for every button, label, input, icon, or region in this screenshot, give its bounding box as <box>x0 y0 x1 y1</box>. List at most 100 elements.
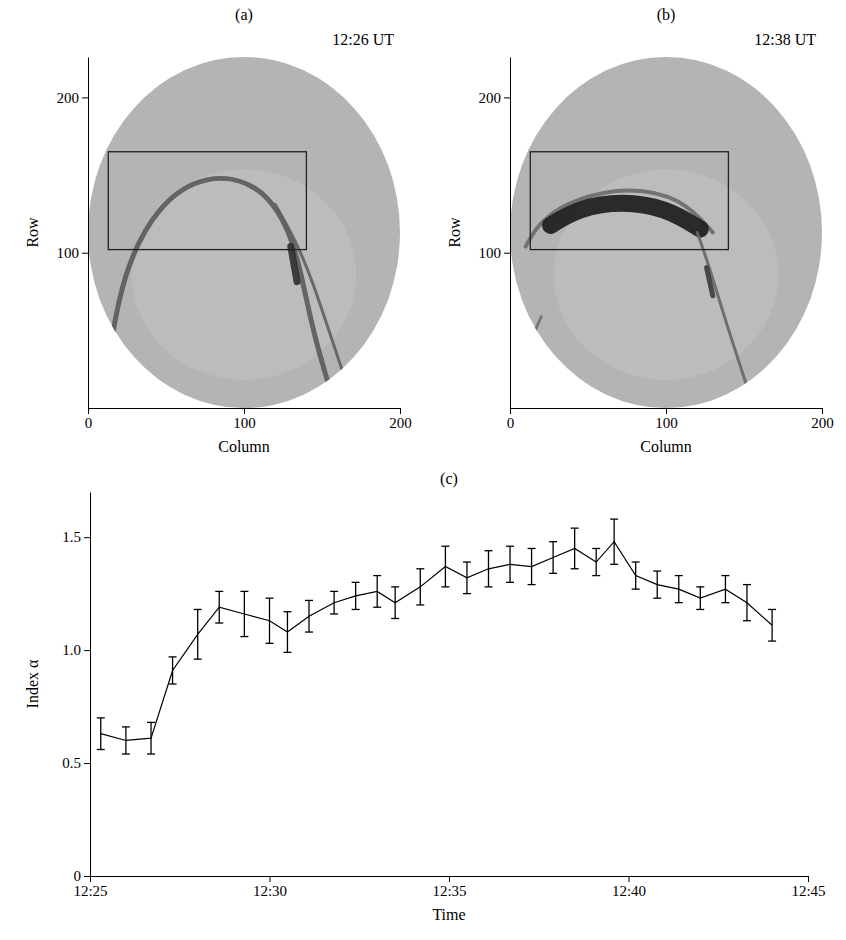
tick-mark <box>270 876 271 882</box>
error-bar-stem <box>219 591 220 623</box>
tick: 12:45 <box>791 876 825 899</box>
error-bar-stem <box>172 657 173 684</box>
tick-label: 12:45 <box>791 883 825 899</box>
image-background <box>88 57 400 408</box>
x-axis-title: Column <box>640 438 692 455</box>
tick-label: 12:30 <box>253 883 287 899</box>
error-bar-stem <box>269 598 270 643</box>
tick-mark <box>84 763 90 764</box>
error-bar-cap <box>463 593 471 594</box>
sky-image <box>88 57 400 408</box>
error-bar-cap <box>330 613 338 614</box>
region-box <box>530 152 728 250</box>
error-bar-cap <box>147 753 155 754</box>
error-bar <box>122 727 130 754</box>
tick-mark <box>82 97 88 98</box>
error-bar-cap <box>416 568 424 569</box>
tick-label: 100 <box>233 415 256 431</box>
error-bar-cap <box>283 652 291 653</box>
error-bar-stem <box>531 548 532 584</box>
tick-label: 200 <box>479 90 502 106</box>
y-axis-title: Row <box>446 217 463 248</box>
error-bar-cap <box>169 656 177 657</box>
tick-mark <box>84 876 90 877</box>
aurora-arc <box>522 317 541 366</box>
y-axis: 100200 <box>479 58 511 409</box>
tick-mark <box>90 876 91 882</box>
error-bar <box>549 542 557 574</box>
error-bar-cap <box>484 586 492 587</box>
error-bar-cap <box>653 570 661 571</box>
tick-mark <box>84 537 90 538</box>
error-bar-cap <box>721 602 729 603</box>
error-bar-cap <box>266 598 274 599</box>
tick: 100 <box>655 408 678 431</box>
error-bar <box>610 519 618 564</box>
tick-mark <box>629 876 630 882</box>
error-bar-cap <box>743 584 751 585</box>
data-line <box>101 542 772 741</box>
tick-label: 100 <box>655 415 678 431</box>
error-bar <box>330 591 338 614</box>
tick-label: 12:40 <box>612 883 646 899</box>
y-axis-title: Index α <box>24 659 41 708</box>
error-bar-cap <box>373 607 381 608</box>
panel-label: (c) <box>440 470 458 488</box>
error-bar-stem <box>771 609 772 641</box>
error-bar <box>169 657 177 684</box>
error-bar-stem <box>596 548 597 575</box>
error-bar-cap <box>549 541 557 542</box>
tick-mark <box>449 876 450 882</box>
error-bar-cap <box>194 609 202 610</box>
error-bar <box>721 576 729 603</box>
error-bar <box>283 612 291 653</box>
error-bar-stem <box>150 722 151 754</box>
y-axis: 00.51.01.5 <box>62 493 90 885</box>
error-bar-cap <box>240 591 248 592</box>
error-bar-cap <box>528 584 536 585</box>
tick: 12:30 <box>253 876 287 899</box>
error-bar-stem <box>244 591 245 636</box>
error-bar-stem <box>308 600 309 632</box>
y-axis: 100200 <box>57 58 89 409</box>
tick-mark <box>808 876 809 882</box>
error-bar-stem <box>552 542 553 574</box>
error-bar <box>373 576 381 608</box>
error-bar-cap <box>122 753 130 754</box>
error-bar-cap <box>506 546 514 547</box>
error-bar-cap <box>391 618 399 619</box>
error-bar-stem <box>635 562 636 589</box>
tick: 1.0 <box>62 642 90 658</box>
error-bar-stem <box>287 612 288 653</box>
error-bar-stem <box>509 546 510 582</box>
plot-marks <box>530 152 728 250</box>
aurora-arc <box>526 190 713 246</box>
error-bar <box>240 591 248 636</box>
error-bar-cap <box>391 586 399 587</box>
error-bar-stem <box>445 546 446 587</box>
error-bar <box>632 562 640 589</box>
error-bar <box>768 609 776 641</box>
axis-line <box>90 493 91 877</box>
error-bar-cap <box>97 717 105 718</box>
x-axis: 12:2512:3012:3512:4012:45 <box>73 876 825 899</box>
tick-mark <box>244 408 245 414</box>
error-bar-cap <box>373 575 381 576</box>
error-bar-stem <box>420 569 421 605</box>
error-bar-cap <box>592 575 600 576</box>
error-bar-cap <box>571 568 579 569</box>
error-bar-cap <box>194 659 202 660</box>
error-bar-cap <box>675 602 683 603</box>
error-bar <box>391 587 399 619</box>
aurora-arc <box>697 233 747 387</box>
error-bar-stem <box>394 587 395 619</box>
aurora-arc <box>107 338 126 373</box>
plot-marks <box>108 152 306 250</box>
error-bar-cap <box>122 726 130 727</box>
error-bar-stem <box>678 576 679 603</box>
tick-mark <box>82 253 88 254</box>
error-bar-cap <box>215 622 223 623</box>
panel: 12:2512:3012:3512:4012:4500.51.01.5(c)Ti… <box>24 470 826 923</box>
error-bar-stem <box>488 551 489 587</box>
tick-mark <box>510 408 511 414</box>
